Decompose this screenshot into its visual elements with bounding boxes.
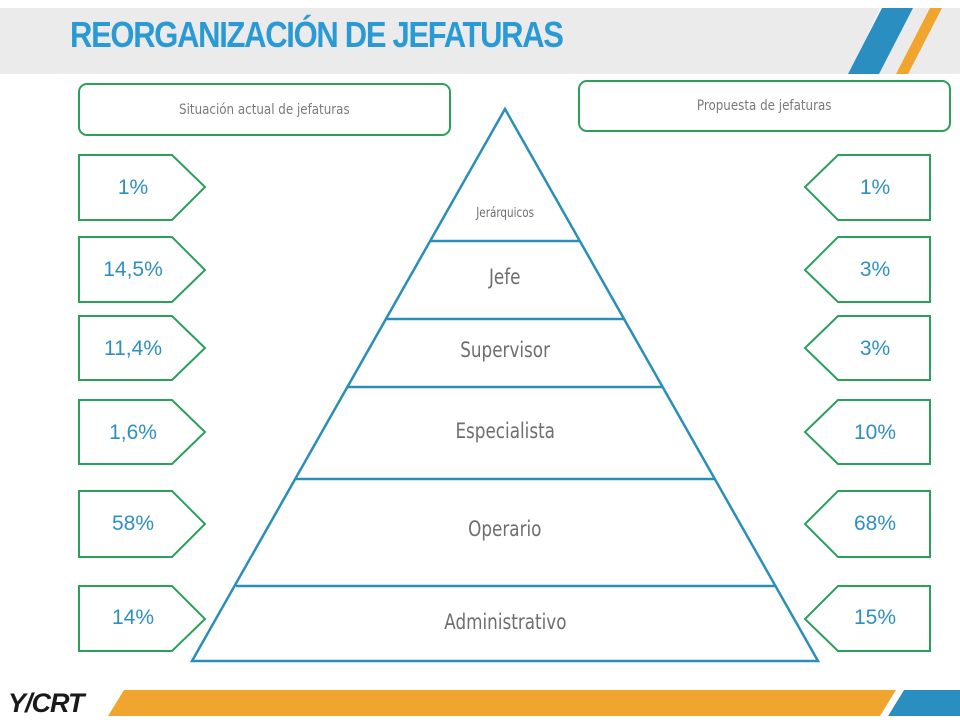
current-pct-especialista: 1,6% (109, 421, 157, 444)
right-arrow-box (803, 585, 931, 652)
current-situation-label: Situación actual de jefaturas (179, 101, 350, 118)
right-arrow-box (803, 490, 931, 558)
tier-label: Especialista (455, 419, 555, 443)
tier-label: Supervisor (460, 338, 550, 362)
proposed-pct-administrativo: 15% (853, 606, 897, 629)
header-band (0, 8, 960, 74)
pyramid (189, 106, 821, 663)
left-arrow-box (78, 154, 207, 221)
proposed-pct-especialista: 10% (853, 421, 897, 444)
tier-label: Jerárquicos (476, 206, 534, 221)
stripe-orange-top (896, 8, 942, 74)
current-pct-supervisor: 11,4% (104, 337, 162, 360)
footer-stripe-gap (880, 690, 904, 716)
proposed-pct-jefe: 3% (859, 258, 891, 281)
stripe-blue-top (848, 8, 913, 74)
right-arrow-box (803, 154, 931, 221)
tier-operario: Operario (205, 517, 805, 541)
current-pct-administrativo: 14% (111, 606, 155, 629)
right-arrow-box (803, 236, 931, 303)
left-arrow-box (78, 399, 207, 465)
proposed-pct-supervisor: 3% (859, 337, 891, 360)
footer-bar (108, 690, 960, 716)
footer-stripe-blue (888, 690, 960, 716)
company-logo: Y/CRT (8, 688, 85, 718)
proposed-pct-operario: 68% (853, 512, 897, 535)
proposal-label: Propuesta de jefaturas (697, 98, 832, 114)
proposed-pct-jerarquicos: 1% (859, 176, 891, 199)
tier-supervisor: Supervisor (205, 338, 805, 362)
current-pct-operario: 58% (111, 512, 155, 535)
proposal-header: Propuesta de jefaturas (578, 80, 951, 132)
tier-jefe: Jefe (205, 265, 805, 289)
current-situation-header: Situación actual de jefaturas (78, 83, 451, 136)
tier-administrativo: Administrativo (205, 610, 805, 634)
right-arrow-box (803, 399, 931, 465)
left-arrow-box (78, 585, 207, 652)
footer-bar-cut (90, 690, 124, 716)
left-arrows (78, 154, 207, 652)
pyramid-outline (189, 106, 821, 663)
left-arrow-box (78, 236, 207, 303)
tier-jerarquicos: Jerárquicos (205, 206, 805, 221)
left-arrow-box (78, 490, 207, 558)
tier-especialista: Especialista (205, 419, 805, 443)
page-title: REORGANIZACIÓN DE JEFATURAS (70, 14, 564, 55)
right-arrow-box (803, 315, 931, 381)
tier-label: Administrativo (443, 610, 567, 634)
current-pct-jerarquicos: 1% (117, 176, 149, 199)
right-arrows (803, 154, 931, 652)
tier-label: Jefe (489, 265, 521, 289)
current-pct-jefe: 14,5% (103, 258, 163, 281)
left-arrow-box (78, 315, 207, 381)
tier-label: Operario (468, 517, 542, 541)
